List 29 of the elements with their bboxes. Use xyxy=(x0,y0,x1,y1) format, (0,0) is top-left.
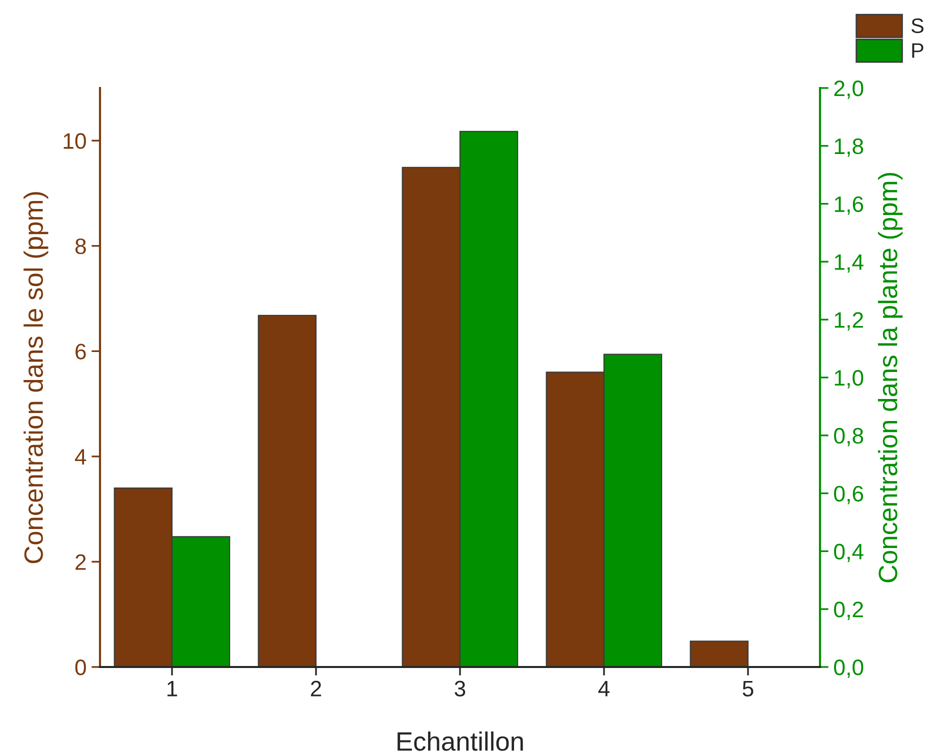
y-tick-label: 10 xyxy=(64,133,86,149)
y2-axis-title: Concentration dans la plante (ppm) xyxy=(878,173,903,582)
x-tick-label: 5 xyxy=(742,681,754,697)
x-tick-label: 1 xyxy=(168,681,178,696)
x-axis-title: Echantillon xyxy=(398,731,523,751)
y2-tick-label: 0,6 xyxy=(834,486,864,504)
y-axis-title: Concentration dans le sol (ppm) xyxy=(24,192,48,564)
bar xyxy=(690,640,749,667)
bar xyxy=(258,314,317,667)
x-tick-label: 2 xyxy=(310,680,322,696)
y2-tick-label: 1,0 xyxy=(834,370,864,388)
y2-tick-label: 1,8 xyxy=(834,138,864,157)
y-tick-label: 6 xyxy=(76,344,86,360)
legend-label: P xyxy=(912,43,924,58)
y2-tick-label: 2,0 xyxy=(834,80,864,99)
y2-tick-label: 0,8 xyxy=(834,428,864,446)
y2-tick-label: 1,6 xyxy=(834,196,864,215)
legend-label: S xyxy=(911,18,924,34)
y2-tick-label: 0,0 xyxy=(834,660,864,678)
y-tick-label: 2 xyxy=(76,554,86,570)
y2-tick-label: 1,2 xyxy=(834,312,863,330)
y-tick-label: 0 xyxy=(75,660,86,676)
y-tick-label: 4 xyxy=(74,449,86,465)
y2-tick-label: 1,4 xyxy=(834,254,864,273)
x-tick-label: 3 xyxy=(454,680,466,697)
y2-tick-label: 0,2 xyxy=(834,602,863,620)
x-tick-label: 4 xyxy=(598,681,610,696)
y2-tick-label: 0,4 xyxy=(834,544,864,562)
y-tick-label: 8 xyxy=(75,238,86,254)
